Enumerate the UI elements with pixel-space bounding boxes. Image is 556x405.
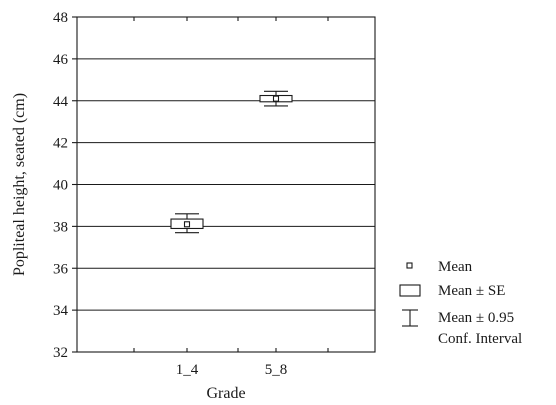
legend-ci-whisker-symbol [402, 309, 418, 327]
mean-point [272, 95, 280, 102]
legend: Mean Mean ± SE Mean ± 0.95 Conf. Interva… [399, 259, 522, 347]
legend-ci-label-line2: Conf. Interval [438, 331, 522, 347]
y-tick-label: 34 [53, 303, 69, 319]
legend-mean-symbol [406, 262, 413, 269]
y-tick-label: 36 [53, 261, 69, 277]
y-tick-label: 32 [53, 345, 68, 361]
x-tick-label: 1_4 [176, 362, 199, 378]
y-tick-label: 42 [53, 136, 68, 152]
y-tick-label: 38 [53, 219, 68, 235]
x-axis-label: Grade [206, 385, 245, 402]
y-tick-label: 48 [53, 10, 68, 26]
gridlines [77, 58, 375, 311]
y-tick-label: 40 [53, 178, 68, 194]
axis-ticks: 32 34 36 38 40 42 44 46 48 1_4 5_8 [53, 10, 329, 378]
x-tick-label: 5_8 [265, 362, 288, 378]
y-tick-label: 46 [53, 52, 69, 68]
legend-ci-label: Mean ± 0.95 [438, 310, 514, 326]
legend-mean-label: Mean [438, 259, 473, 275]
data-marks [170, 90, 293, 234]
y-tick-label: 44 [53, 94, 69, 110]
mean-point [183, 221, 191, 228]
legend-se-box-symbol [399, 284, 421, 297]
y-axis-label: Popliteal height, seated (cm) [11, 93, 28, 276]
legend-se-label: Mean ± SE [438, 283, 505, 299]
